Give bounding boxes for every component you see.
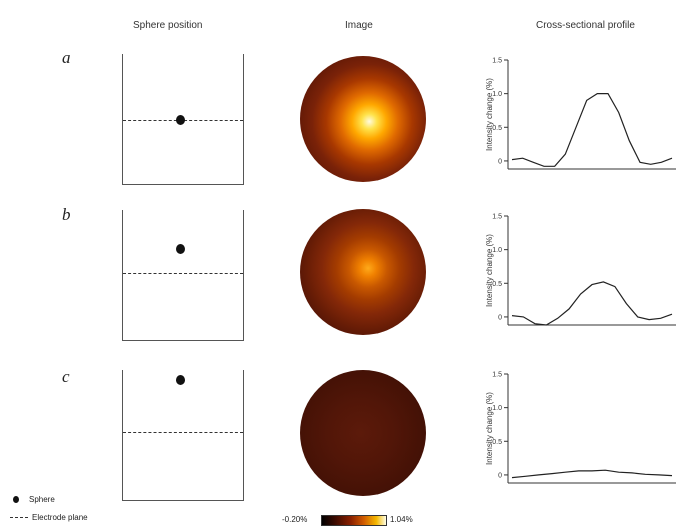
y-tick-label: 1.0 [492, 247, 502, 254]
row-label-b: b [62, 205, 71, 224]
sphere-position-panel-b [122, 210, 244, 341]
image-disc-b [300, 209, 426, 335]
electrode-plane-line [123, 432, 243, 433]
y-axis-label: Intensity change (%) [485, 392, 494, 465]
y-tick-label: 1.0 [492, 405, 502, 412]
y-tick-label: 1.5 [492, 214, 502, 221]
dashed-line-legend-icon [10, 517, 28, 519]
sphere-marker [176, 244, 185, 254]
y-tick-label: 0.5 [492, 125, 502, 132]
header-sphere-position: Sphere position [133, 20, 203, 31]
header-image: Image [345, 20, 373, 31]
sphere-position-panel-c [122, 370, 244, 501]
profile-chart-a: 0 0.5 1.0 1.5 Intensity change (%) [485, 58, 676, 170]
image-disc-c [300, 370, 426, 496]
sphere-legend-icon [13, 496, 19, 504]
sphere-marker [176, 375, 185, 385]
y-tick-label: 0 [498, 314, 502, 321]
y-tick-label: 0.5 [492, 281, 502, 288]
profile-line [511, 92, 673, 167]
legend-sphere-label: Sphere [29, 495, 55, 504]
sphere-position-panel-a [122, 54, 244, 185]
legend-electrode-plane: Electrode plane [10, 513, 88, 522]
profile-line [511, 469, 673, 479]
y-tick-label: 1.5 [492, 58, 502, 65]
y-tick-label: 0 [498, 158, 502, 165]
electrode-plane-line [123, 273, 243, 274]
profile-chart-b: 0 0.5 1.0 1.5 Intensity change (%) [485, 214, 676, 326]
legend-electrode-plane-label: Electrode plane [32, 513, 88, 522]
y-tick-label: 1.0 [492, 91, 502, 98]
y-axis-label: Intensity change (%) [485, 78, 494, 151]
y-tick-label: 0.5 [492, 439, 502, 446]
sphere-marker [176, 115, 185, 125]
row-label-c: c [62, 367, 70, 386]
y-axis-label: Intensity change (%) [485, 234, 494, 307]
colorbar-min-label: -0.20% [282, 515, 308, 524]
y-tick-label: 1.5 [492, 372, 502, 379]
header-cross-sectional-profile: Cross-sectional profile [536, 20, 635, 31]
colorbar-max-label: 1.04% [390, 515, 413, 524]
image-disc-a [300, 56, 426, 182]
profile-line [511, 281, 673, 326]
y-tick-label: 0 [498, 472, 502, 479]
legend-sphere: Sphere [10, 495, 55, 504]
profile-chart-c: 0 0.5 1.0 1.5 Intensity change (%) [485, 372, 676, 484]
colorbar [321, 515, 387, 526]
row-label-a: a [62, 48, 71, 67]
